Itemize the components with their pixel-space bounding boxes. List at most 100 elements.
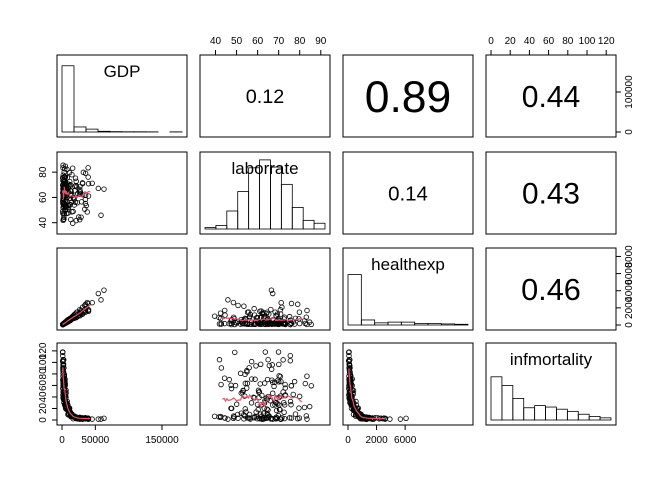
scatter-point <box>257 381 263 387</box>
scatter-point <box>242 406 248 412</box>
scatter-point <box>278 300 284 306</box>
histogram-bar <box>427 323 442 326</box>
scatter-point <box>211 413 218 420</box>
scatter-point <box>85 165 91 171</box>
variable-label-healthexp: healthexp <box>371 255 445 274</box>
scatter-point <box>82 301 89 307</box>
panel-laborrate-GDP <box>56 151 188 235</box>
scatter-point <box>69 165 76 171</box>
scatter-point <box>248 400 255 406</box>
scatter-point <box>295 415 301 422</box>
scatter-point <box>251 415 257 421</box>
histogram-bar <box>556 408 568 421</box>
scatter-point <box>60 201 66 207</box>
scatter-point <box>282 385 289 391</box>
scatter-point <box>273 414 279 420</box>
scatter-point <box>346 353 352 359</box>
top-axis-label-infmortality: 120 <box>598 36 615 47</box>
scatter-point <box>288 300 295 307</box>
histogram-bar <box>577 413 590 421</box>
scatter-point <box>218 365 225 371</box>
top-axis-label-laborrate: 40 <box>210 36 222 47</box>
scatter-point <box>73 178 79 184</box>
scatter-point <box>268 366 275 372</box>
scatter-point <box>261 416 267 422</box>
scatter-point <box>275 349 282 355</box>
scatter-point <box>281 409 287 416</box>
top-axis-label-infmortality: 60 <box>543 36 555 47</box>
panel-infmortality-infmortality <box>485 342 617 426</box>
scatter-point <box>75 214 82 220</box>
left-axis-label-infmortality: 60 <box>38 379 49 391</box>
scatter-point <box>288 402 294 408</box>
panel-laborrate-laborrate <box>199 151 331 235</box>
scatter-point <box>286 313 293 320</box>
scatter-point <box>304 307 310 314</box>
histogram-bar <box>599 417 612 421</box>
scatter-point <box>277 393 284 399</box>
scatter-point <box>296 320 303 327</box>
panel-healthexp-laborrate <box>199 247 331 331</box>
scatter-point <box>397 416 404 422</box>
scatter-point <box>302 380 308 387</box>
scatter-point <box>60 217 66 224</box>
scatter-point <box>85 181 92 187</box>
scatter-point <box>66 183 72 189</box>
panel-GDP-healthexp <box>342 54 474 138</box>
scatter-point <box>287 321 294 328</box>
scatter-point <box>288 320 295 326</box>
scatter-point <box>233 401 240 407</box>
scatter-point <box>74 200 81 206</box>
histogram-bar <box>387 321 402 326</box>
scatter-point <box>266 311 272 317</box>
right-axis-label-GDP: 0 <box>624 129 635 135</box>
scatter-point <box>259 392 265 399</box>
scatter-point <box>60 353 66 359</box>
scatter-point <box>276 361 282 368</box>
top-axis-label-laborrate: 90 <box>315 36 327 47</box>
scatter-point <box>98 416 104 422</box>
scatter-point <box>218 381 224 388</box>
panel-GDP-GDP <box>56 54 188 138</box>
scatter-point <box>252 376 258 382</box>
scatter-point <box>255 318 261 325</box>
scatter-point <box>72 175 79 181</box>
scatter-point <box>242 371 248 378</box>
scatter-point <box>230 314 237 321</box>
scatter-point <box>271 383 277 390</box>
histogram-bar <box>414 323 429 326</box>
panel-laborrate-healthexp <box>342 151 474 235</box>
scatter-point <box>264 376 271 383</box>
scatter-point <box>382 416 388 422</box>
scatter-point <box>85 193 92 199</box>
scatter-point <box>260 415 266 421</box>
scatter-point <box>69 209 75 215</box>
panel-GDP-laborrate <box>199 54 331 138</box>
scatter-point <box>273 313 279 319</box>
scatter-point <box>82 206 88 212</box>
scatter-point <box>98 212 104 218</box>
scatter-point <box>70 220 76 226</box>
scatter-point <box>268 287 275 293</box>
histogram-bar <box>490 376 503 421</box>
scatter-point <box>61 371 68 378</box>
scatter-point <box>222 307 228 314</box>
scatter-point <box>266 362 273 369</box>
histogram-bar <box>313 222 326 230</box>
scatter-point <box>216 314 222 321</box>
scatter-point <box>217 310 224 316</box>
scatter-point <box>216 321 223 327</box>
scatter-point <box>304 373 310 379</box>
scatter-point <box>211 313 218 319</box>
left-axis-label-infmortality: 20 <box>38 402 49 414</box>
scatter-point <box>347 371 354 378</box>
scatter-point <box>61 202 68 208</box>
scatter-point <box>233 320 240 326</box>
scatter-point <box>304 416 310 422</box>
scatter-point <box>265 357 271 363</box>
scatter-point <box>264 411 270 417</box>
scatter-point <box>244 309 251 315</box>
scatter-point <box>101 287 107 293</box>
scatter-point <box>61 365 67 371</box>
histogram-bar <box>501 385 514 421</box>
